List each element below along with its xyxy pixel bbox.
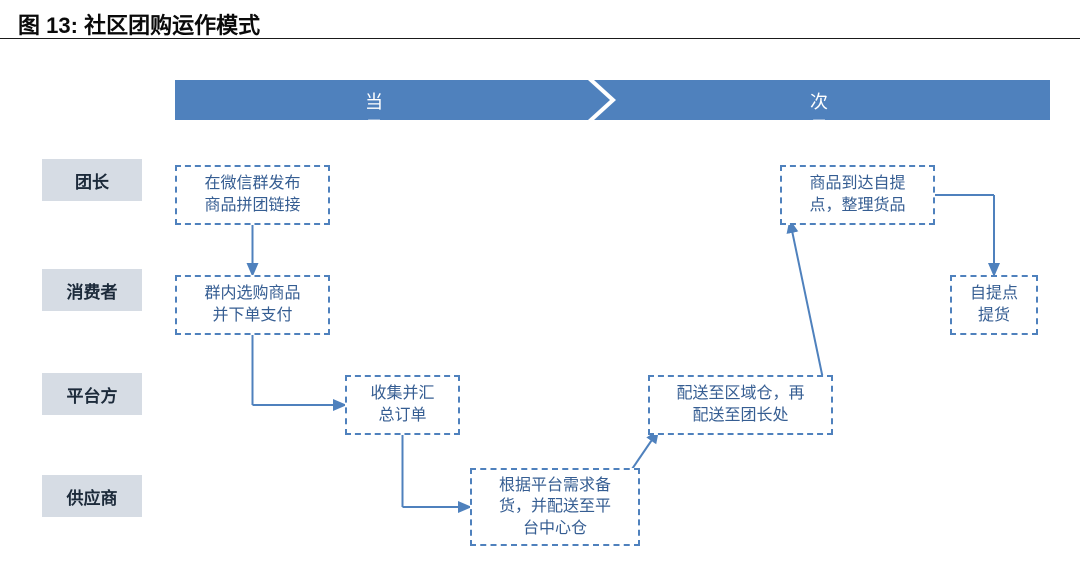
flow-node-n6: 商品到达自提点，整理货品 xyxy=(780,165,935,225)
role-label-platform: 平台方 xyxy=(42,373,142,415)
flow-node-n2: 群内选购商品并下单支付 xyxy=(175,275,330,335)
flow-node-n7: 自提点提货 xyxy=(950,275,1038,335)
role-label-consumer: 消费者 xyxy=(42,269,142,311)
flow-node-n4: 根据平台需求备货，并配送至平台中心仓 xyxy=(470,468,640,546)
flow-node-n3: 收集并汇总订单 xyxy=(345,375,460,435)
flow-node-n5: 配送至区域仓，再配送至团长处 xyxy=(648,375,833,435)
role-label-supplier: 供应商 xyxy=(42,475,142,517)
timeline-header-day1: 当日 xyxy=(365,88,383,140)
timeline-header-day2: 次日 xyxy=(810,88,828,140)
role-label-leader: 团长 xyxy=(42,159,142,201)
flow-node-n1: 在微信群发布商品拼团链接 xyxy=(175,165,330,225)
